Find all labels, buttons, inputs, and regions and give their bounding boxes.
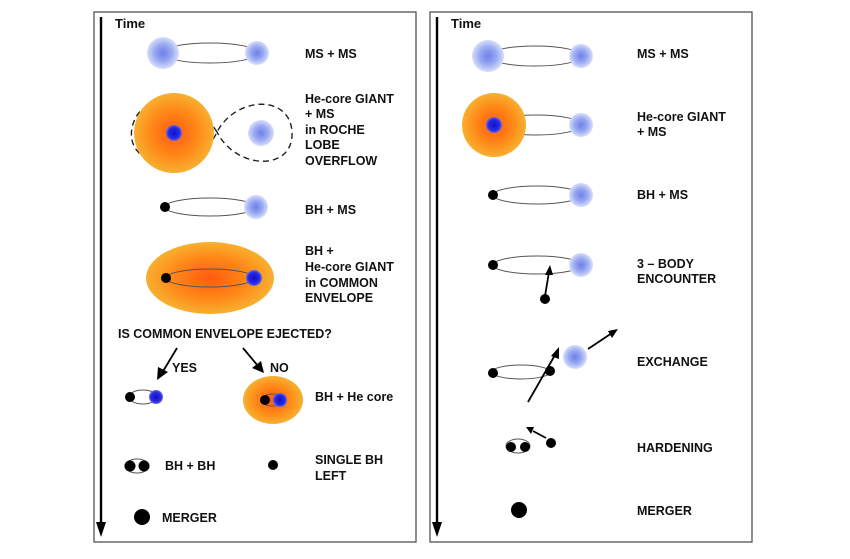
ms-star	[569, 44, 593, 68]
ms-star	[244, 195, 268, 219]
ms-star	[245, 41, 269, 65]
he-core	[273, 393, 287, 407]
black-hole	[488, 260, 498, 270]
black-hole	[160, 202, 170, 212]
three-body-encounter	[488, 253, 593, 304]
left-stage-4-label: BH + He-core GIANT in COMMON ENVELOPE	[305, 244, 397, 305]
right-ms-ms-system	[472, 40, 593, 72]
yes-label: YES	[172, 361, 197, 375]
he-core	[166, 125, 182, 141]
left-roche-lobe-system	[130, 93, 293, 173]
no-label: NO	[270, 361, 289, 375]
he-core	[246, 270, 262, 286]
exchange-system	[488, 329, 618, 403]
single-bh-label: SINGLE BH LEFT	[315, 453, 387, 483]
ms-star	[472, 40, 504, 72]
intruder-black-hole	[540, 294, 550, 304]
common-envelope-question: IS COMMON ENVELOPE EJECTED?	[118, 327, 332, 341]
right-stage-2-label: He-core GIANT + MS	[637, 110, 729, 139]
left-time-axis	[96, 17, 106, 537]
ms-star	[569, 113, 593, 137]
merged-black-hole	[134, 509, 150, 525]
right-stage-6-label: HARDENING	[637, 441, 713, 455]
right-stage-7-label: MERGER	[637, 504, 692, 518]
ejected-bh-he-core-binary	[125, 389, 163, 405]
bh-bh-label: BH + BH	[165, 459, 215, 473]
left-bh-ms-system	[160, 195, 268, 219]
bh-bh-binary	[124, 458, 150, 474]
right-stage-3-label: BH + MS	[637, 188, 688, 202]
ms-star	[147, 37, 179, 69]
black-hole	[488, 190, 498, 200]
black-hole	[125, 392, 135, 402]
merged-black-hole	[511, 502, 527, 518]
right-giant-ms-system	[462, 93, 593, 157]
black-hole	[488, 368, 498, 378]
ms-star	[569, 183, 593, 207]
left-ms-ms-system	[147, 37, 269, 69]
no-arrow	[242, 347, 264, 373]
hardening-system	[505, 427, 556, 454]
right-bh-ms-system	[488, 183, 593, 207]
yes-arrow	[157, 347, 178, 380]
left-time-label: Time	[115, 16, 145, 31]
black-hole	[260, 395, 270, 405]
not-ejected-envelope	[243, 376, 303, 424]
right-time-axis	[432, 17, 442, 537]
left-common-envelope-system	[146, 242, 274, 314]
black-hole	[161, 273, 171, 283]
left-stage-2-label: He-core GIANT + MS in ROCHE LOBE OVERFLO…	[305, 92, 397, 168]
left-stage-1-label: MS + MS	[305, 47, 357, 61]
ms-star	[248, 120, 274, 146]
black-hole	[520, 442, 530, 452]
right-time-label: Time	[451, 16, 481, 31]
left-stage-3-label: BH + MS	[305, 203, 356, 217]
bh-he-core-label: BH + He core	[315, 390, 393, 404]
ms-star	[569, 253, 593, 277]
single-black-hole	[268, 460, 278, 470]
roche-lobe-outline	[130, 101, 293, 164]
right-stage-5-label: EXCHANGE	[637, 355, 708, 369]
left-merger-label: MERGER	[162, 511, 217, 525]
right-stage-1-label: MS + MS	[637, 47, 689, 61]
common-envelope	[146, 242, 274, 314]
black-hole	[506, 442, 516, 452]
black-hole	[546, 438, 556, 448]
black-hole	[138, 460, 150, 472]
he-core	[486, 117, 502, 133]
he-core	[149, 390, 163, 404]
right-stage-4-label: 3 – BODY ENCOUNTER	[637, 257, 716, 286]
ejected-ms-star	[563, 345, 587, 369]
black-hole	[124, 460, 136, 472]
